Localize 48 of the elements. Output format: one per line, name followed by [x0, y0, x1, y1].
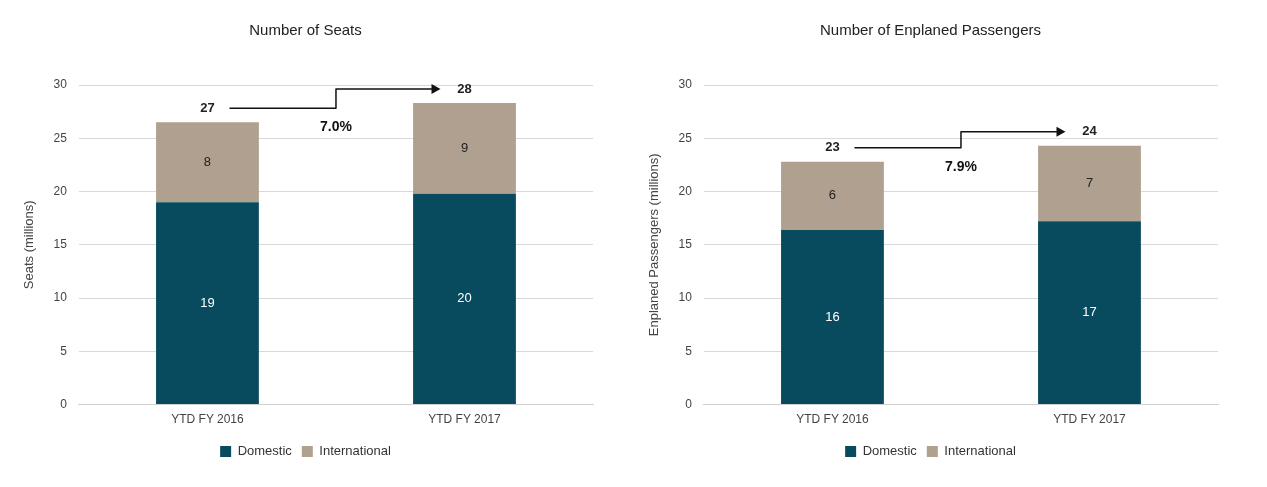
- total-label: 28: [457, 80, 472, 96]
- y-tick-label: 15: [678, 237, 693, 252]
- data-label: 8: [203, 153, 212, 169]
- y-tick-label: 20: [53, 183, 68, 198]
- y-tick-label: 10: [678, 290, 693, 305]
- y-tick-label: 25: [53, 130, 68, 145]
- bar: [413, 193, 516, 405]
- y-tick-label: 30: [53, 77, 68, 92]
- annotation: 7.9%: [944, 157, 978, 174]
- data-label: 20: [457, 290, 472, 306]
- data-label: 6: [828, 187, 837, 203]
- total-label: 24: [1082, 123, 1098, 139]
- legend-label: International: [944, 443, 1016, 459]
- y-tick-label: 5: [685, 343, 693, 358]
- data-label: 7: [1085, 175, 1094, 191]
- y-tick-label: 0: [685, 396, 693, 411]
- bar: [156, 202, 259, 405]
- x-tick-label: YTD FY 2017: [428, 412, 502, 427]
- y-tick-label: 25: [678, 130, 693, 145]
- bar: [156, 122, 259, 203]
- data-label: 17: [1082, 304, 1097, 320]
- chart-title: Number of Seats: [249, 21, 362, 39]
- y-tick-label: 20: [678, 183, 693, 198]
- bar: [1038, 145, 1141, 222]
- data-label: 19: [200, 294, 215, 310]
- chart-title: Number of Enplaned Passengers: [820, 21, 1041, 39]
- y-axis-title: Seats (millions): [21, 200, 37, 290]
- total-label: 23: [825, 139, 840, 155]
- bar: [781, 161, 884, 230]
- bar: [781, 229, 884, 405]
- y-tick-label: 10: [53, 290, 68, 305]
- legend-label: Domestic: [237, 443, 293, 459]
- total-label: 27: [200, 99, 215, 115]
- data-label: 9: [460, 139, 469, 155]
- legend-label: International: [319, 443, 391, 459]
- x-tick-label: YTD FY 2016: [171, 412, 245, 427]
- x-tick-label: YTD FY 2016: [796, 412, 870, 427]
- data-label: 16: [825, 308, 840, 324]
- legend-label: Domestic: [862, 443, 918, 459]
- y-tick-label: 5: [60, 343, 68, 358]
- y-tick-label: 15: [53, 237, 68, 252]
- bar: [1038, 221, 1141, 405]
- y-axis-title: Enplaned Passengers (millions): [646, 153, 662, 337]
- x-tick-label: YTD FY 2017: [1053, 412, 1127, 427]
- y-tick-label: 0: [60, 396, 68, 411]
- annotation: 7.0%: [319, 118, 353, 135]
- bar: [413, 103, 516, 194]
- y-tick-label: 30: [678, 77, 693, 92]
